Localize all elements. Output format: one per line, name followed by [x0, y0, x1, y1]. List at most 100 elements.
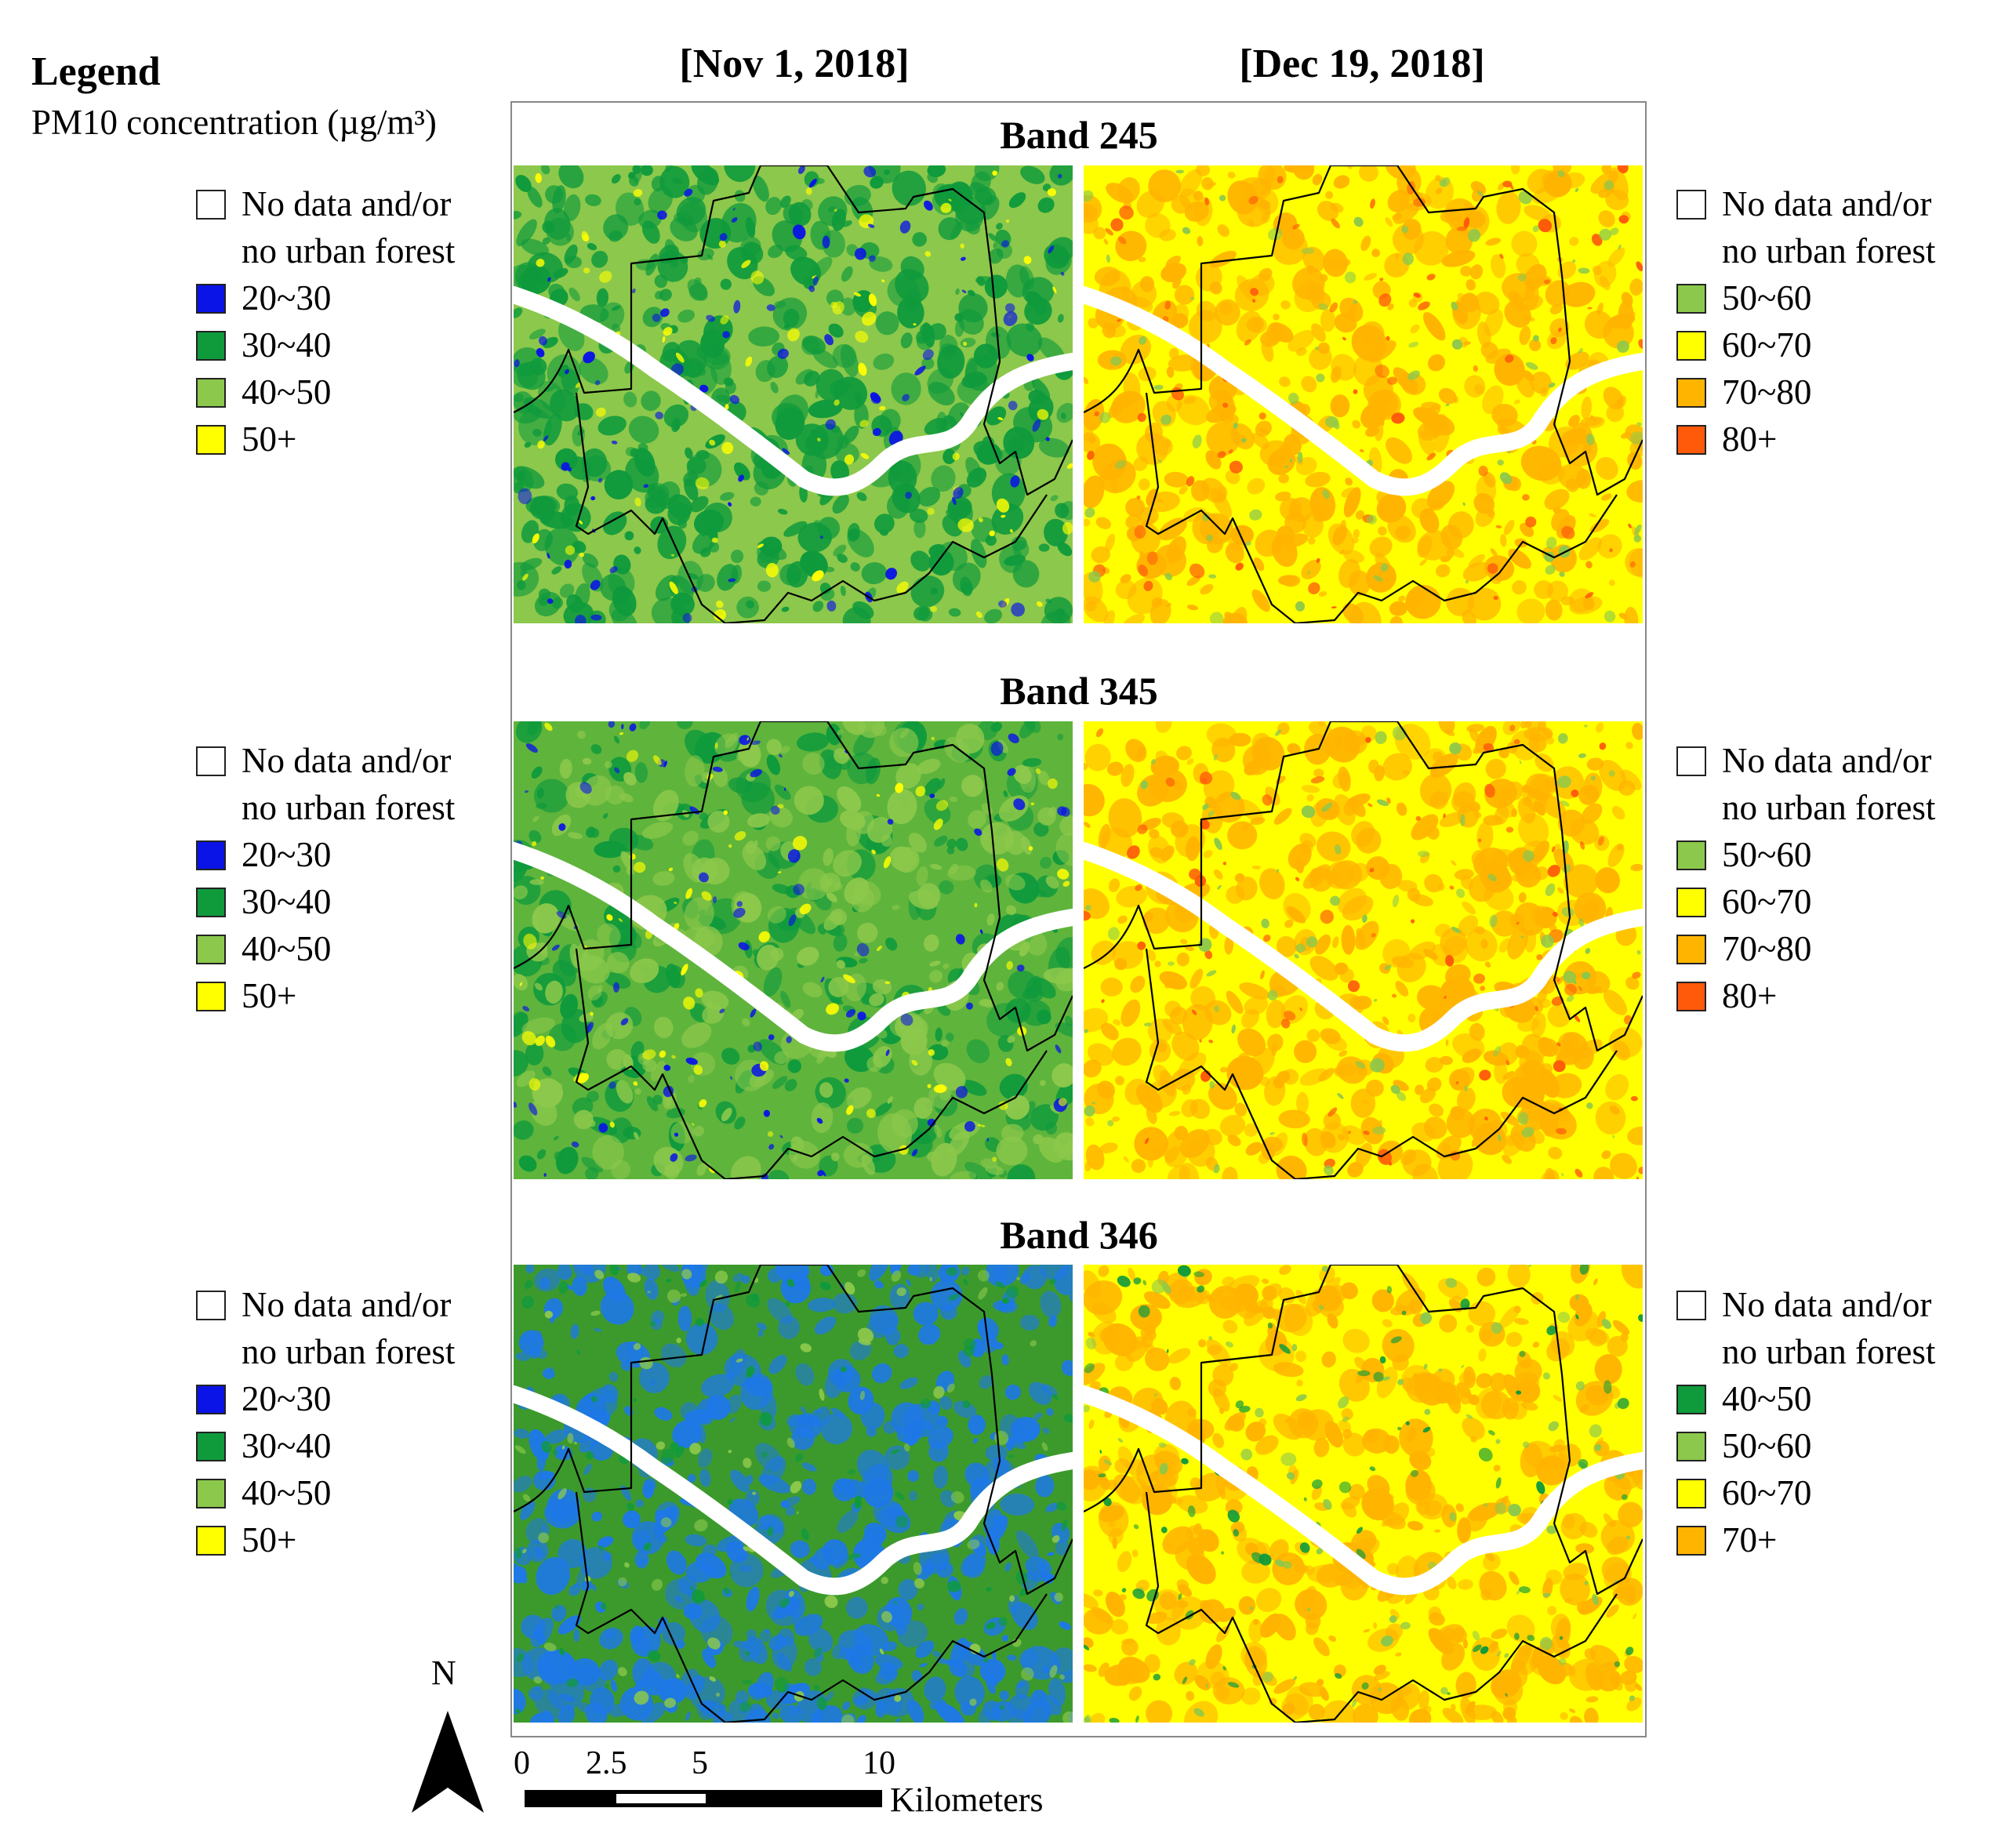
map-patch: [1378, 1686, 1382, 1692]
map-patch: [1258, 267, 1273, 282]
map-patch: [537, 440, 545, 449]
map-patch: [804, 1658, 822, 1676]
map-patch: [797, 946, 819, 966]
map-patch: [534, 1626, 546, 1645]
map-patch: [621, 724, 624, 730]
map-patch: [1057, 806, 1067, 816]
map-patch: [1457, 1517, 1472, 1544]
map-patch: [1146, 1700, 1173, 1723]
map-patch: [1135, 884, 1142, 891]
map-patch: [1575, 1314, 1579, 1320]
map-patch: [575, 382, 581, 388]
map-patch: [931, 465, 956, 492]
map-patch: [765, 563, 779, 578]
map-patch: [1386, 336, 1390, 341]
map-patch: [1525, 516, 1537, 528]
map-patch: [998, 1101, 1008, 1110]
legend-item: No data and/or: [1676, 737, 1994, 784]
map-patch: [541, 1440, 552, 1453]
map-patch: [1012, 1432, 1026, 1444]
map-patch: [1282, 227, 1305, 250]
map-patch: [787, 1059, 802, 1073]
map-patch: [1099, 459, 1136, 494]
map-patch: [677, 721, 693, 730]
map-patch: [1098, 1662, 1110, 1677]
map-patch: [895, 1718, 902, 1723]
map-patch: [1106, 183, 1134, 204]
map-patch: [1238, 1596, 1256, 1615]
map-patch: [1317, 831, 1351, 862]
map-patch: [1323, 1112, 1342, 1131]
map-patch: [1607, 247, 1625, 267]
map-patch: [949, 863, 958, 875]
legend-swatch: [196, 935, 226, 964]
map-patch: [939, 1396, 953, 1411]
map-patch: [1155, 721, 1172, 733]
map-patch: [1516, 921, 1520, 925]
map-patch: [887, 789, 917, 825]
map-patch: [1491, 1628, 1508, 1639]
map-patch: [932, 1650, 941, 1657]
map-patch: [1407, 370, 1420, 380]
map-patch: [1019, 1314, 1040, 1331]
map-patch: [928, 1049, 935, 1056]
legend-item: 50~60: [1676, 831, 1994, 878]
map-patch: [894, 1694, 902, 1702]
map-patch: [786, 1414, 801, 1426]
map-patch: [1629, 431, 1643, 445]
map-patch: [1288, 330, 1315, 352]
map-patch: [929, 960, 941, 967]
map-patch: [574, 583, 590, 610]
map-patch: [1343, 487, 1361, 517]
map-patch: [1374, 1671, 1390, 1681]
map-patch: [571, 1141, 579, 1148]
map-patch: [1470, 1436, 1477, 1443]
map-patch: [1051, 1394, 1059, 1400]
map-patch: [1137, 824, 1148, 834]
map-patch: [1030, 802, 1035, 806]
map-patch: [684, 188, 693, 197]
map-patch: [1268, 227, 1283, 241]
legend-label: no urban forest: [1722, 788, 1936, 827]
map-patch: [1548, 1146, 1563, 1160]
map-patch: [1267, 989, 1278, 1001]
map-patch: [1176, 1579, 1189, 1590]
map-patch: [1584, 310, 1613, 339]
map-patch: [544, 722, 553, 732]
map-patch: [895, 1515, 909, 1528]
map-patch: [783, 521, 808, 537]
map-patch: [543, 1643, 557, 1652]
map-patch: [590, 1396, 597, 1403]
map-patch: [1596, 722, 1604, 733]
map-patch: [1049, 1278, 1057, 1285]
map-patch: [1491, 1669, 1522, 1699]
map-patch: [1049, 1665, 1058, 1678]
map-patch: [1320, 1028, 1341, 1044]
map-patch: [1329, 302, 1338, 313]
map-patch: [1259, 427, 1269, 434]
legend-item: 50+: [196, 972, 525, 1019]
map-patch: [567, 1661, 581, 1674]
map-patch: [699, 547, 711, 557]
map-patch: [1455, 1081, 1459, 1085]
map-patch: [797, 522, 833, 553]
map-patch: [1171, 820, 1189, 838]
map-patch: [953, 1400, 977, 1418]
map-patch: [539, 1277, 550, 1289]
map-patch: [941, 1040, 950, 1047]
map-patch: [919, 1663, 928, 1668]
map-patch: [930, 587, 939, 595]
map-patch: [985, 535, 997, 546]
legend-swatch: [1676, 746, 1706, 776]
map-patch: [1325, 416, 1339, 428]
map-patch: [627, 1502, 635, 1511]
map-patch: [1614, 399, 1622, 407]
map-patch: [586, 1451, 594, 1460]
map-patch: [780, 990, 791, 1008]
map-patch: [605, 1684, 609, 1688]
map-patch: [1409, 941, 1436, 960]
map-patch: [939, 880, 954, 895]
map-patch: [817, 437, 821, 442]
map-patch: [1487, 563, 1498, 574]
map-patch: [566, 1679, 579, 1687]
